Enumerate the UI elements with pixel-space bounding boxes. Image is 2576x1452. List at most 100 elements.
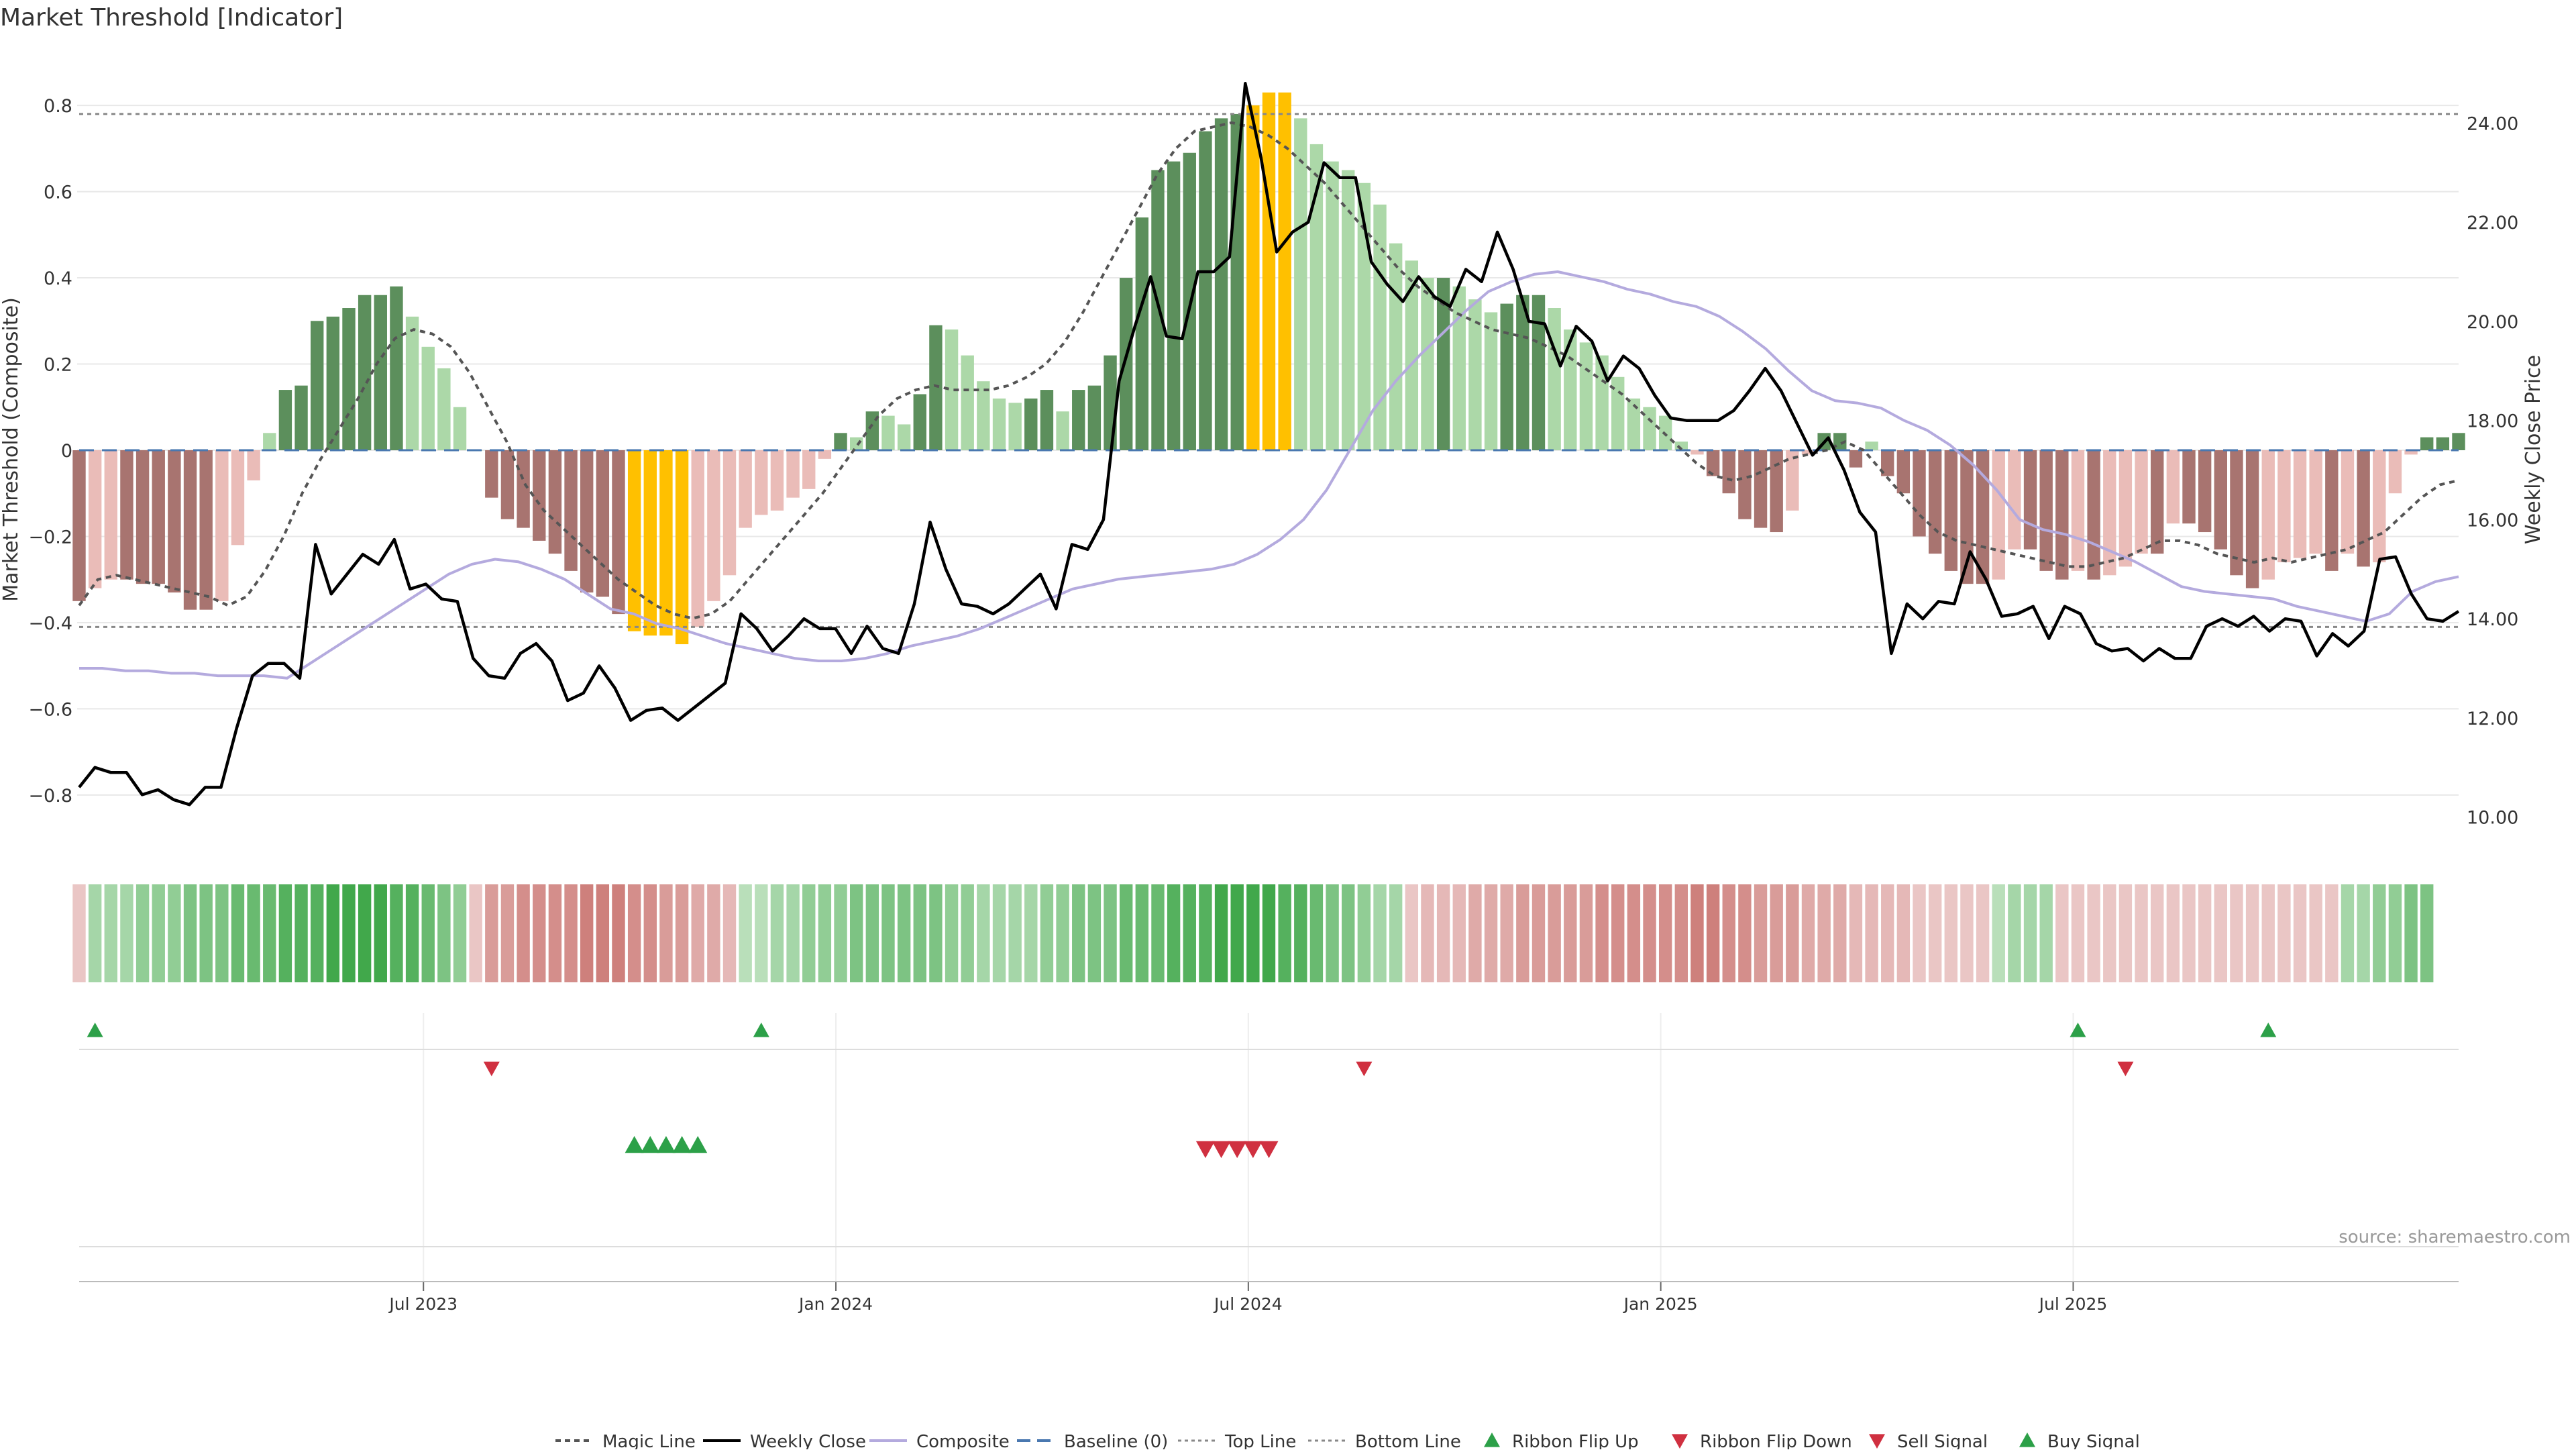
ribbon-cell [849, 884, 863, 982]
composite-bar [311, 321, 324, 450]
composite-bar [1342, 170, 1355, 450]
ribbon-cell [596, 884, 610, 982]
composite-bar [1754, 450, 1768, 528]
composite-bar [1405, 260, 1419, 450]
x-tick-label: Jan 2024 [798, 1294, 873, 1314]
ribbon-cell [183, 884, 197, 982]
x-tick-label: Jul 2025 [2038, 1294, 2108, 1314]
legend-label: Ribbon Flip Up [1512, 1432, 1639, 1449]
composite-bar [691, 450, 704, 627]
ribbon-cell [358, 884, 372, 982]
ribbon-cell [1500, 884, 1513, 982]
composite-bar [1214, 118, 1228, 450]
ribbon-cell [1468, 884, 1482, 982]
composite-bar [2309, 450, 2322, 554]
ribbon-cell [945, 884, 959, 982]
composite-bar [199, 450, 213, 610]
composite-bar [1468, 299, 1482, 450]
ribbon-cell [1944, 884, 1958, 982]
composite-bar [1151, 170, 1165, 450]
composite-bars [72, 92, 2465, 645]
composite-bar [1992, 450, 2005, 580]
composite-bar [1326, 161, 1339, 450]
composite-bar [1674, 442, 1688, 450]
composite-bar [849, 437, 863, 450]
left-tick-label: −0.4 [28, 613, 72, 634]
composite-bar [881, 415, 895, 450]
right-axis-label: Weekly Close Price [2522, 355, 2545, 544]
composite-bar [152, 450, 165, 584]
ribbon-cell [2245, 884, 2259, 982]
ribbon-cell [1087, 884, 1102, 982]
legend-label: Weekly Close [750, 1432, 866, 1449]
x-tick-label: Jul 2024 [1213, 1294, 1283, 1314]
ribbon-cell [1024, 884, 1038, 982]
ribbon-cell [722, 884, 737, 982]
composite-bar [1913, 450, 1926, 537]
composite-bar [120, 450, 133, 580]
ribbon-cell [691, 884, 704, 982]
composite-bar [168, 450, 181, 592]
ribbon-cell [881, 884, 895, 982]
legend-label: Bottom Line [1355, 1432, 1461, 1449]
ribbon-cell [1326, 884, 1339, 982]
composite-bar [770, 450, 784, 511]
composite-bar [1801, 450, 1815, 455]
x-tick-label: Jul 2023 [388, 1294, 458, 1314]
ribbon-cell [1786, 884, 1799, 982]
legend-swatch [1869, 1434, 1885, 1449]
composite-bar [2325, 450, 2339, 571]
left-tick-label: 0.4 [44, 268, 72, 289]
ribbon-cell [2404, 884, 2418, 982]
composite-bar [643, 450, 657, 636]
ribbon-cell [2373, 884, 2386, 982]
composite-bar [1436, 278, 1450, 450]
composite-bar [548, 450, 562, 554]
composite-bar [2261, 450, 2275, 580]
sell-signal-marker [1212, 1141, 1231, 1158]
ribbon-cell [1976, 884, 1990, 982]
ribbon-cell [834, 884, 847, 982]
ribbon-flip-up-marker [2260, 1023, 2277, 1037]
ribbon-cell [2039, 884, 2053, 982]
ribbon-cell [104, 884, 117, 982]
composite-bar [533, 450, 546, 541]
legend-swatch [2019, 1433, 2035, 1447]
composite-bar [1611, 376, 1625, 450]
composite-bar [104, 450, 117, 580]
composite-bar [421, 346, 435, 450]
ribbon-cell [263, 884, 276, 982]
ribbon-cell [453, 884, 467, 982]
ribbon-cell [1548, 884, 1561, 982]
right-tick-label: 12.00 [2467, 709, 2518, 729]
legend-swatch [1672, 1434, 1688, 1449]
composite-bar [1040, 390, 1054, 450]
ribbon-cell [294, 884, 308, 982]
ribbon-cell [1405, 884, 1419, 982]
composite-bar [358, 295, 372, 450]
ribbon-cell [2151, 884, 2164, 982]
ribbon-cell [2293, 884, 2307, 982]
legend-label: Sell Signal [1897, 1432, 1988, 1449]
composite-bar [2436, 437, 2450, 450]
ribbon-cell [72, 884, 86, 982]
composite-bar [247, 450, 260, 480]
ribbon-cell [1992, 884, 2005, 982]
ribbon-cell [1770, 884, 1783, 982]
composite-bar [405, 316, 419, 450]
ribbon-cell [231, 884, 245, 982]
right-tick-label: 16.00 [2467, 510, 2518, 531]
composite-bar [612, 450, 625, 615]
ribbon-cell [1658, 884, 1672, 982]
ribbon-cell [1008, 884, 1022, 982]
source-label: source: sharemaestro.com [2339, 1227, 2571, 1247]
composite-bar [1579, 342, 1593, 450]
ribbon-cell [2277, 884, 2291, 982]
composite-bar [390, 286, 403, 450]
ribbon-flip-down-marker [483, 1061, 500, 1076]
right-tick-label: 20.00 [2467, 312, 2518, 333]
composite-bar [2420, 437, 2434, 450]
composite-bar [1452, 286, 1466, 450]
composite-bar [278, 390, 292, 450]
ribbon-cell [643, 884, 657, 982]
